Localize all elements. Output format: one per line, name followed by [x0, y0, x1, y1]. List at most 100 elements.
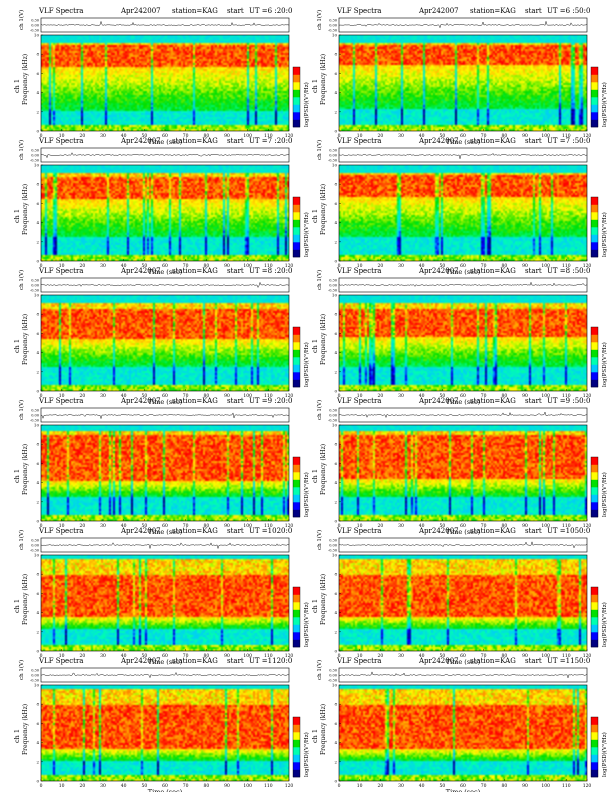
x-tick-label: 90 — [224, 393, 230, 399]
trace-tick-label: -0.30 — [328, 159, 337, 163]
x-tick-label: 30 — [398, 783, 404, 789]
colorbar-frame — [292, 586, 301, 648]
x-tick-label: 110 — [562, 653, 571, 659]
x-tick-label: 90 — [522, 263, 528, 269]
trace-box — [40, 537, 290, 553]
colorbar-segment — [591, 227, 598, 235]
x-tick-label: 110 — [562, 263, 571, 269]
x-tick-label: 40 — [121, 783, 127, 789]
spectrogram-svg: VLF Spectra Apr242007 station=KAG start UT =… — [311, 267, 608, 406]
x-tick-label: 100 — [541, 783, 550, 789]
x-tick-label: 0 — [40, 523, 43, 529]
x-tick-label: 70 — [183, 263, 189, 269]
ut-text: UT =6 :20:0 — [249, 7, 292, 15]
title-text: VLF Spectra — [336, 267, 381, 275]
y-tick-label: 8 — [334, 312, 337, 317]
x-tick-label: 70 — [481, 393, 487, 399]
x-tick-label: 30 — [100, 653, 106, 659]
x-tick-label: 120 — [285, 523, 294, 529]
ylabel-bottom: Frequency (kHz) — [320, 314, 327, 365]
x-tick-label: 0 — [40, 393, 43, 399]
x-tick-label: 40 — [419, 653, 425, 659]
colorbar-segment — [293, 732, 300, 740]
colorbar-segment — [591, 472, 598, 480]
colorbar-label: log(PSD)(V²/Hz) — [601, 472, 608, 517]
y-tick-label: 8 — [334, 52, 337, 57]
x-tick-label: 70 — [183, 393, 189, 399]
trace-box — [338, 17, 588, 33]
x-tick-label: 40 — [419, 393, 425, 399]
colorbar-segment — [591, 602, 598, 610]
x-tick-label: 0 — [40, 783, 43, 789]
y-tick-label: 2 — [334, 109, 337, 114]
ut-text: UT =1120:0 — [249, 657, 292, 665]
spectrogram-image — [41, 295, 289, 391]
colorbar-segment — [293, 502, 300, 510]
x-tick-label: 120 — [583, 133, 592, 139]
colorbar-segment — [293, 219, 300, 228]
y-tick-label: 4 — [36, 610, 39, 615]
spectra-panel: VLF Spectra Apr242007 station=KAG start UT =… — [8, 134, 314, 276]
colorbar-segment — [591, 587, 598, 595]
trace-tick-label: -0.30 — [328, 549, 337, 553]
x-tick-label: 60 — [460, 653, 466, 659]
start-label: start — [525, 527, 542, 535]
x-tick-label: 70 — [183, 653, 189, 659]
x-tick-label: 100 — [541, 133, 550, 139]
trace-line — [40, 542, 290, 550]
y-tick-label: 0 — [334, 519, 337, 524]
xlabel: Time (sec) — [148, 528, 183, 536]
ut-text: UT =1020:0 — [249, 527, 292, 535]
title-text: VLF Spectra — [336, 657, 381, 665]
title-text: VLF Spectra — [38, 397, 83, 405]
spectra-panel: VLF Spectra Apr242007 station=KAG start UT =… — [8, 394, 314, 536]
start-label: start — [227, 527, 244, 535]
trace-label: ch 1(V) — [18, 270, 25, 290]
trace-label: ch 1(V) — [18, 660, 25, 680]
x-tick-label: 60 — [162, 783, 168, 789]
spectra-panel: VLF Spectra Apr242007 station=KAG start UT =… — [306, 524, 612, 666]
trace-tick-label: 0.00 — [329, 24, 337, 28]
colorbar-frame — [590, 66, 599, 128]
y-tick-label: 0 — [334, 649, 337, 654]
spectrogram-image — [41, 165, 289, 261]
y-tick-label: 10 — [332, 553, 338, 558]
trace-line — [40, 20, 290, 26]
colorbar-segment — [293, 594, 300, 603]
spectrogram-image — [41, 555, 289, 651]
ylabel-bottom: Frequency (kHz) — [22, 444, 29, 495]
colorbar-segment — [293, 769, 300, 778]
colorbar-segment — [591, 617, 598, 625]
x-tick-label: 0 — [40, 263, 43, 269]
y-tick-label: 8 — [334, 182, 337, 187]
x-tick-label: 50 — [141, 133, 147, 139]
trace-tick-label: 0.00 — [329, 674, 337, 678]
start-label: start — [525, 657, 542, 665]
x-tick-label: 10 — [59, 783, 65, 789]
title-text: VLF Spectra — [336, 397, 381, 405]
xlabel: Time (sec) — [446, 528, 481, 536]
title-text: VLF Spectra — [38, 267, 83, 275]
xlabel: Time (sec) — [446, 658, 481, 666]
x-tick-label: 100 — [541, 653, 550, 659]
colorbar-segment — [293, 242, 300, 250]
y-tick-label: 2 — [36, 629, 39, 634]
colorbar-segment — [293, 212, 300, 220]
trace-tick-label: 0.00 — [329, 544, 337, 548]
x-tick-label: 20 — [79, 653, 85, 659]
x-tick-label: 90 — [522, 393, 528, 399]
station-text: station=KAG — [470, 7, 516, 15]
colorbar-segment — [293, 372, 300, 380]
colorbar-segment — [591, 457, 598, 465]
x-tick-label: 100 — [541, 523, 550, 529]
x-tick-label: 10 — [357, 133, 363, 139]
x-tick-label: 100 — [243, 393, 252, 399]
y-tick-label: 4 — [334, 740, 337, 745]
x-tick-label: 40 — [419, 133, 425, 139]
x-tick-label: 70 — [481, 133, 487, 139]
x-tick-label: 100 — [243, 653, 252, 659]
spectra-panel: VLF Spectra Apr242007 station=KAG start UT =… — [8, 654, 314, 792]
colorbar-segment — [293, 632, 300, 640]
y-tick-label: 0 — [36, 649, 39, 654]
x-tick-label: 10 — [59, 523, 65, 529]
